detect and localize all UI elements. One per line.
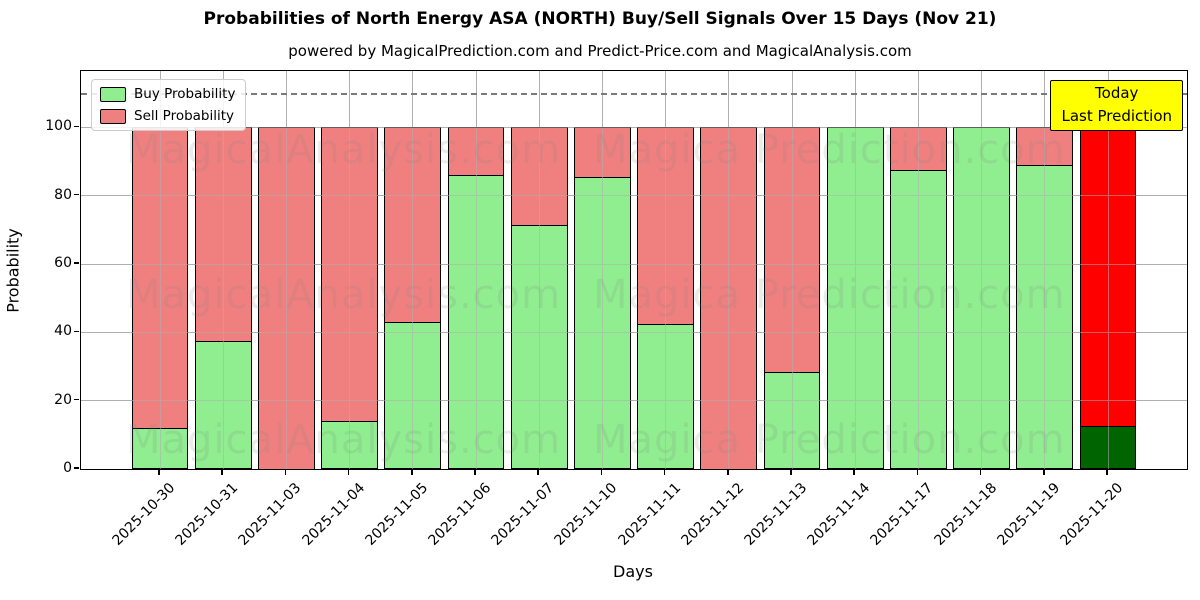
legend-item-buy: Buy Probability	[100, 86, 235, 102]
today-annotation: Today Last Prediction	[1050, 80, 1183, 131]
watermark-text: Magica Prediction.com	[593, 127, 1066, 173]
x-tick-label: 2025-10-31	[172, 480, 242, 549]
v-gridline	[665, 71, 667, 469]
x-tick-label: 2025-11-20	[1057, 480, 1127, 549]
x-tick-label: 2025-11-11	[615, 480, 684, 549]
x-tick-mark	[284, 470, 287, 475]
v-gridline	[791, 71, 793, 469]
y-axis-label: Probability	[3, 228, 23, 313]
x-tick-label: 2025-11-18	[931, 480, 1000, 549]
v-gridline	[285, 71, 287, 469]
watermark-text: MagicalAnalysis.com	[126, 272, 562, 318]
legend-item-sell: Sell Probability	[100, 108, 235, 124]
x-tick-label: 2025-11-14	[804, 480, 874, 549]
watermark-text: MagicalAnalysis.com	[126, 417, 562, 463]
watermark-layer: MagicalAnalysis.com Magica Prediction.com…	[81, 71, 1187, 469]
today-annotation-line1: Today	[1095, 84, 1139, 102]
x-tick-mark	[979, 470, 982, 475]
x-tick-label: 2025-11-17	[867, 480, 937, 549]
x-tick-label: 2025-11-12	[678, 480, 748, 549]
gridline-overlay-layer	[81, 71, 1187, 469]
y-tick-label: 100	[45, 118, 72, 135]
x-axis-label: Days	[613, 562, 653, 581]
threshold-dashed-line	[81, 93, 1187, 96]
y-tick-label: 40	[54, 323, 72, 340]
v-gridline	[1044, 71, 1046, 469]
legend-label-buy: Buy Probability	[134, 86, 236, 102]
y-tick-mark	[74, 467, 79, 469]
sell-swatch-icon	[100, 108, 126, 124]
y-tick-mark	[74, 330, 79, 333]
v-gridline	[349, 71, 351, 469]
buy-swatch-icon	[100, 86, 126, 102]
legend: Buy Probability Sell Probability	[91, 79, 247, 131]
y-tick-label: 20	[54, 391, 72, 408]
x-tick-mark	[411, 470, 413, 475]
v-gridline	[917, 71, 919, 469]
x-tick-mark	[537, 470, 539, 475]
y-tick-label: 80	[54, 186, 72, 203]
x-tick-mark	[347, 470, 350, 475]
x-tick-label: 2025-10-30	[109, 480, 179, 549]
x-tick-mark	[474, 470, 476, 475]
x-tick-mark	[221, 470, 223, 475]
watermark-text: Magica Prediction.com	[593, 417, 1066, 463]
watermark-text: Magica Prediction.com	[593, 272, 1066, 318]
legend-label-sell: Sell Probability	[134, 108, 235, 124]
v-gridline	[854, 71, 856, 469]
x-tick-mark	[600, 470, 603, 475]
x-tick-label: 2025-11-05	[362, 480, 432, 549]
x-tick-mark	[790, 470, 792, 475]
x-tick-mark	[663, 470, 666, 475]
h-gridline	[81, 126, 1187, 128]
x-tick-mark	[158, 470, 160, 475]
plot-area: MagicalAnalysis.com Magica Prediction.com…	[80, 70, 1188, 470]
v-gridline	[728, 71, 730, 469]
x-tick-mark	[1106, 470, 1108, 475]
x-tick-mark	[916, 470, 919, 475]
v-gridline	[475, 71, 477, 469]
x-tick-mark	[1043, 470, 1045, 475]
today-annotation-line2: Last Prediction	[1061, 106, 1172, 125]
v-gridline	[222, 71, 224, 469]
v-gridline	[981, 71, 983, 469]
v-gridline	[538, 71, 540, 469]
y-tick-mark	[74, 398, 79, 401]
x-tick-mark	[853, 470, 855, 475]
x-tick-label: 2025-11-04	[299, 480, 368, 549]
x-tick-label: 2025-11-13	[741, 480, 811, 549]
y-tick-mark	[74, 125, 79, 128]
y-tick-mark	[74, 193, 79, 196]
y-tick-mark	[74, 262, 79, 264]
x-tick-label: 2025-11-19	[994, 480, 1064, 549]
x-tick-mark	[727, 470, 729, 475]
h-gridline	[81, 195, 1187, 197]
h-gridline	[81, 331, 1187, 333]
h-gridline	[81, 400, 1187, 402]
watermark-text: MagicalAnalysis.com	[126, 127, 562, 173]
v-gridline	[412, 71, 414, 469]
x-tick-label: 2025-11-07	[488, 480, 558, 549]
v-gridline	[1107, 71, 1109, 469]
y-tick-label: 0	[63, 460, 72, 476]
x-tick-label: 2025-11-03	[235, 480, 305, 549]
y-tick-label: 60	[54, 255, 72, 272]
x-tick-label: 2025-11-10	[551, 480, 621, 549]
v-gridline	[601, 71, 603, 469]
v-gridline	[159, 71, 161, 469]
chart-subtitle: powered by MagicalPrediction.com and Pre…	[288, 42, 912, 60]
x-tick-label: 2025-11-06	[425, 480, 495, 549]
h-gridline	[81, 263, 1187, 265]
chart-title: Probabilities of North Energy ASA (NORTH…	[203, 9, 997, 29]
